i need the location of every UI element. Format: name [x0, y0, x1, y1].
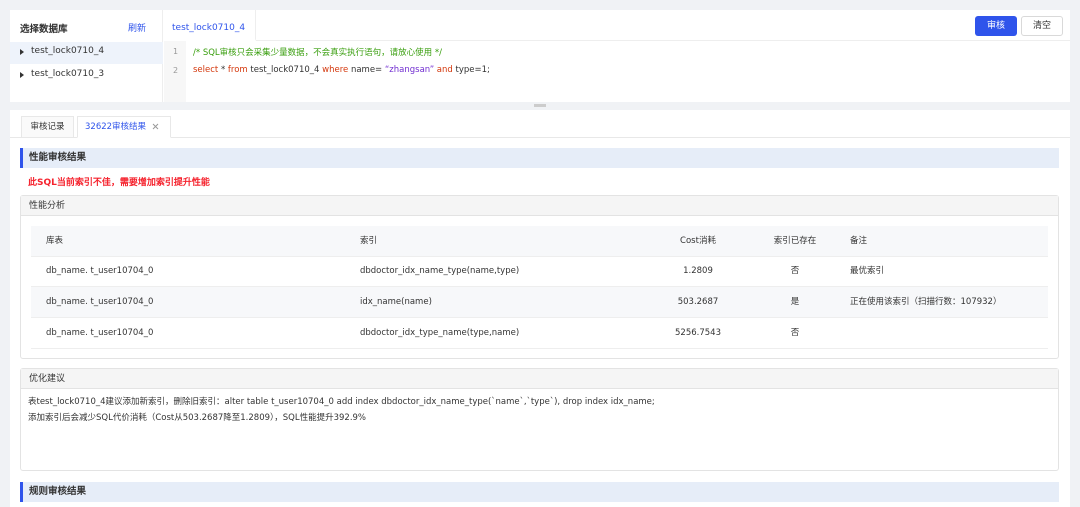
- box-title: 性能分析: [21, 196, 1058, 216]
- expand-icon: [20, 49, 24, 55]
- tab-border: [256, 40, 1070, 41]
- editor-tab[interactable]: test_lock0710_4: [163, 10, 256, 41]
- th: 索引: [360, 236, 378, 246]
- code-line: select * from test_lock0710_4 where name…: [193, 65, 490, 75]
- td: dbdoctor_idx_type_name(type,name): [360, 328, 520, 338]
- table-header: 库表 索引 Cost消耗 索引已存在 备注: [31, 226, 1048, 257]
- advice-line: 表test_lock0710_4建议添加新索引，删除旧索引：alter tabl…: [28, 397, 655, 407]
- box-title: 优化建议: [21, 369, 1058, 389]
- code-comment: /* SQL审核只会采集少量数据，不会真实执行语句，请放心使用 */: [193, 48, 442, 58]
- tab-border: [10, 137, 1070, 138]
- sidebar-title: 选择数据库: [20, 24, 68, 35]
- td: 否: [790, 328, 800, 338]
- th: Cost消耗: [680, 236, 716, 246]
- td: 5256.7543: [675, 328, 721, 338]
- selected-item-bg: [10, 42, 163, 64]
- keyword: and: [434, 65, 456, 75]
- code: *: [218, 65, 228, 75]
- section-title: 性能审核结果: [20, 148, 1059, 168]
- section-title: 规则审核结果: [20, 482, 1059, 502]
- table-row: db_name. t_user10704_0 idx_name(name) 503.…: [31, 287, 1048, 318]
- warning-text: 此SQL当前索引不佳，需要增加索引提升性能: [28, 178, 210, 188]
- clear-button[interactable]: 清空: [1021, 16, 1063, 36]
- th: 库表: [46, 236, 64, 246]
- td: idx_name(name): [360, 297, 432, 307]
- th: 备注: [850, 236, 868, 246]
- table-row: db_name. t_user10704_0 dbdoctor_idx_type_…: [31, 318, 1048, 349]
- string: “zhangsan”: [384, 65, 435, 75]
- line-number: 2: [173, 66, 179, 75]
- tab-label: 32622审核结果: [85, 122, 147, 132]
- resize-handle[interactable]: [534, 104, 546, 107]
- th: 索引已存在: [773, 236, 817, 246]
- keyword: where: [322, 65, 349, 75]
- code: test_lock0710_4: [247, 65, 323, 75]
- db-item[interactable]: test_lock0710_4: [31, 46, 105, 56]
- audit-button[interactable]: 审核: [975, 16, 1017, 36]
- result-tab[interactable]: 审核记录: [21, 116, 74, 138]
- td: 否: [790, 266, 800, 276]
- td: 1.2809: [683, 266, 713, 276]
- refresh-link[interactable]: 刷新: [128, 24, 147, 34]
- td: db_name. t_user10704_0: [46, 328, 154, 338]
- code: name=: [348, 65, 385, 75]
- td: db_name. t_user10704_0: [46, 297, 154, 307]
- code: type=1;: [455, 65, 490, 75]
- gutter: [164, 41, 186, 102]
- expand-icon: [20, 72, 24, 78]
- top-panel: 选择数据库 刷新 test_lock0710_4 test_lock0710_3…: [10, 10, 1070, 102]
- line-number: 1: [173, 47, 179, 56]
- td: 503.2687: [677, 297, 719, 307]
- td: dbdoctor_idx_name_type(name,type): [360, 266, 520, 276]
- db-item[interactable]: test_lock0710_3: [31, 69, 105, 79]
- keyword: from: [227, 65, 248, 75]
- td: 是: [790, 297, 800, 307]
- td: 最优索引: [850, 266, 885, 276]
- td: db_name. t_user10704_0: [46, 266, 154, 276]
- td: 正在使用该索引（扫描行数：107932）: [850, 297, 1002, 307]
- analysis-box: 性能分析: [20, 195, 1059, 359]
- advice-line: 添加索引后会减少SQL代价消耗（Cost从503.2687降至1.2809），S…: [28, 413, 367, 423]
- table-row: db_name. t_user10704_0 dbdoctor_idx_name_…: [31, 256, 1048, 287]
- keyword: select: [193, 65, 219, 75]
- advice-box: 优化建议: [20, 368, 1059, 471]
- result-tab-active[interactable]: 32622审核结果: [77, 116, 171, 138]
- close-icon[interactable]: [152, 123, 159, 130]
